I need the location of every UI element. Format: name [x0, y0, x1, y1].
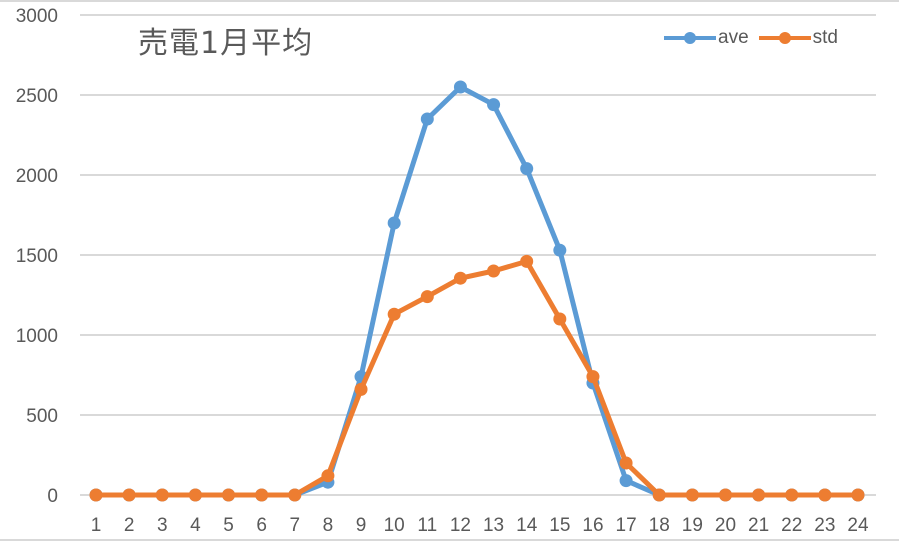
- data-point-ave: [520, 162, 534, 176]
- data-point-std: [288, 488, 302, 502]
- x-tick-label: 11: [417, 515, 437, 536]
- data-point-std: [752, 488, 766, 502]
- data-point-std: [420, 290, 434, 304]
- data-point-std: [89, 488, 103, 502]
- data-point-std: [453, 271, 467, 285]
- x-tick-label: 5: [223, 515, 234, 536]
- x-tick-label: 12: [450, 515, 471, 536]
- data-point-ave: [619, 474, 633, 488]
- data-point-std: [685, 488, 699, 502]
- data-point-std: [487, 264, 501, 278]
- y-tick-label: 2500: [16, 86, 58, 107]
- y-tick-label: 0: [47, 486, 58, 507]
- data-point-std: [718, 488, 732, 502]
- data-point-std: [785, 488, 799, 502]
- x-tick-label: 1: [91, 515, 102, 536]
- data-point-std: [354, 382, 368, 396]
- y-tick-label: 2000: [16, 166, 58, 187]
- x-tick-label: 8: [323, 515, 334, 536]
- x-tick-label: 14: [516, 515, 538, 536]
- data-point-std: [188, 488, 202, 502]
- x-tick-label: 24: [847, 515, 869, 536]
- x-tick-label: 7: [289, 515, 300, 536]
- x-tick-label: 10: [384, 515, 405, 536]
- chart-title: 売電1月平均: [138, 26, 314, 61]
- series-line-ave: [96, 84, 858, 498]
- x-tick-label: 18: [649, 515, 670, 536]
- y-tick-label: 1500: [16, 246, 58, 267]
- x-tick-label: 2: [124, 515, 135, 536]
- y-tick-label: 500: [26, 406, 58, 427]
- data-point-std: [586, 370, 600, 384]
- x-tick-label: 17: [616, 515, 637, 536]
- data-point-std: [851, 488, 865, 502]
- x-tick-label: 6: [256, 515, 267, 536]
- legend-item-std: std: [758, 27, 838, 49]
- x-tick-label: 15: [549, 515, 570, 536]
- y-tick-label: 1000: [16, 326, 58, 347]
- data-point-std: [122, 488, 136, 502]
- data-point-std: [155, 488, 169, 502]
- x-tick-label: 16: [582, 515, 603, 536]
- data-point-std: [553, 312, 567, 326]
- legend-marker-std-icon: [758, 32, 811, 44]
- x-tick-label: 19: [682, 515, 703, 536]
- data-point-std: [520, 254, 534, 268]
- data-point-ave: [420, 112, 434, 126]
- legend-marker-ave-icon: [664, 32, 716, 44]
- x-tick-label: 3: [157, 515, 168, 536]
- data-point-std: [619, 456, 633, 470]
- x-tick-label: 9: [356, 515, 367, 536]
- series-line-std: [96, 258, 858, 498]
- data-point-std: [818, 488, 832, 502]
- x-tick-label: 4: [190, 515, 201, 536]
- data-point-ave: [387, 216, 401, 230]
- x-tick-label: 20: [715, 515, 736, 536]
- data-point-std: [652, 488, 666, 502]
- legend-item-ave: ave: [664, 27, 749, 49]
- x-tick-label: 22: [781, 515, 802, 536]
- data-point-std: [222, 488, 236, 502]
- legend: ave std: [664, 27, 838, 49]
- legend-label-std: std: [812, 27, 838, 48]
- y-tick-label: 3000: [16, 6, 58, 27]
- data-point-ave: [487, 98, 501, 112]
- x-tick-label: 23: [814, 515, 835, 536]
- x-tick-label: 13: [483, 515, 504, 536]
- data-point-std: [387, 307, 401, 321]
- data-point-ave: [553, 243, 567, 257]
- data-point-ave: [453, 80, 467, 94]
- data-point-std: [255, 488, 269, 502]
- data-point-std: [321, 469, 335, 483]
- x-tick-label: 21: [748, 515, 769, 536]
- legend-label-ave: ave: [718, 27, 749, 48]
